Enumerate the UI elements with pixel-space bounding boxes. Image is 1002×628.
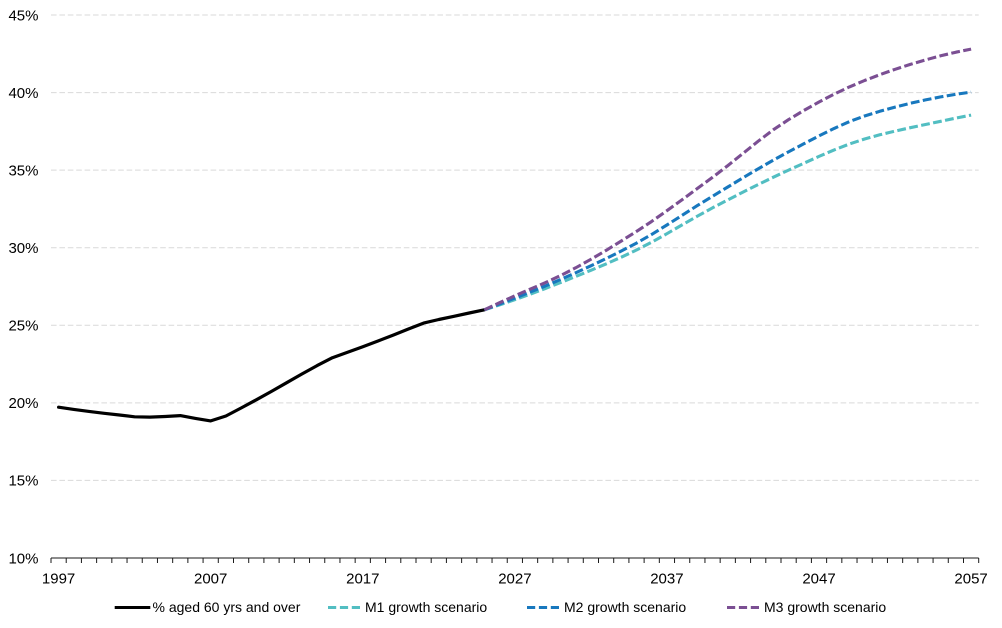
- svg-text:% aged 60 yrs and over: % aged 60 yrs and over: [153, 599, 301, 615]
- svg-text:M2 growth scenario: M2 growth scenario: [564, 599, 686, 615]
- svg-text:M1 growth scenario: M1 growth scenario: [365, 599, 487, 615]
- svg-text:2047: 2047: [802, 571, 835, 588]
- svg-text:M3 growth scenario: M3 growth scenario: [764, 599, 886, 615]
- svg-text:30%: 30%: [8, 240, 38, 257]
- svg-text:25%: 25%: [8, 318, 38, 335]
- svg-text:1997: 1997: [42, 571, 75, 588]
- svg-text:2057: 2057: [954, 571, 987, 588]
- svg-text:2017: 2017: [346, 571, 379, 588]
- svg-text:2037: 2037: [650, 571, 683, 588]
- svg-text:35%: 35%: [8, 162, 38, 179]
- svg-text:20%: 20%: [8, 395, 38, 412]
- svg-text:45%: 45%: [8, 7, 38, 24]
- svg-text:2007: 2007: [194, 571, 227, 588]
- svg-text:15%: 15%: [8, 473, 38, 490]
- svg-text:2027: 2027: [498, 571, 531, 588]
- svg-text:40%: 40%: [8, 85, 38, 102]
- svg-text:10%: 10%: [8, 550, 38, 567]
